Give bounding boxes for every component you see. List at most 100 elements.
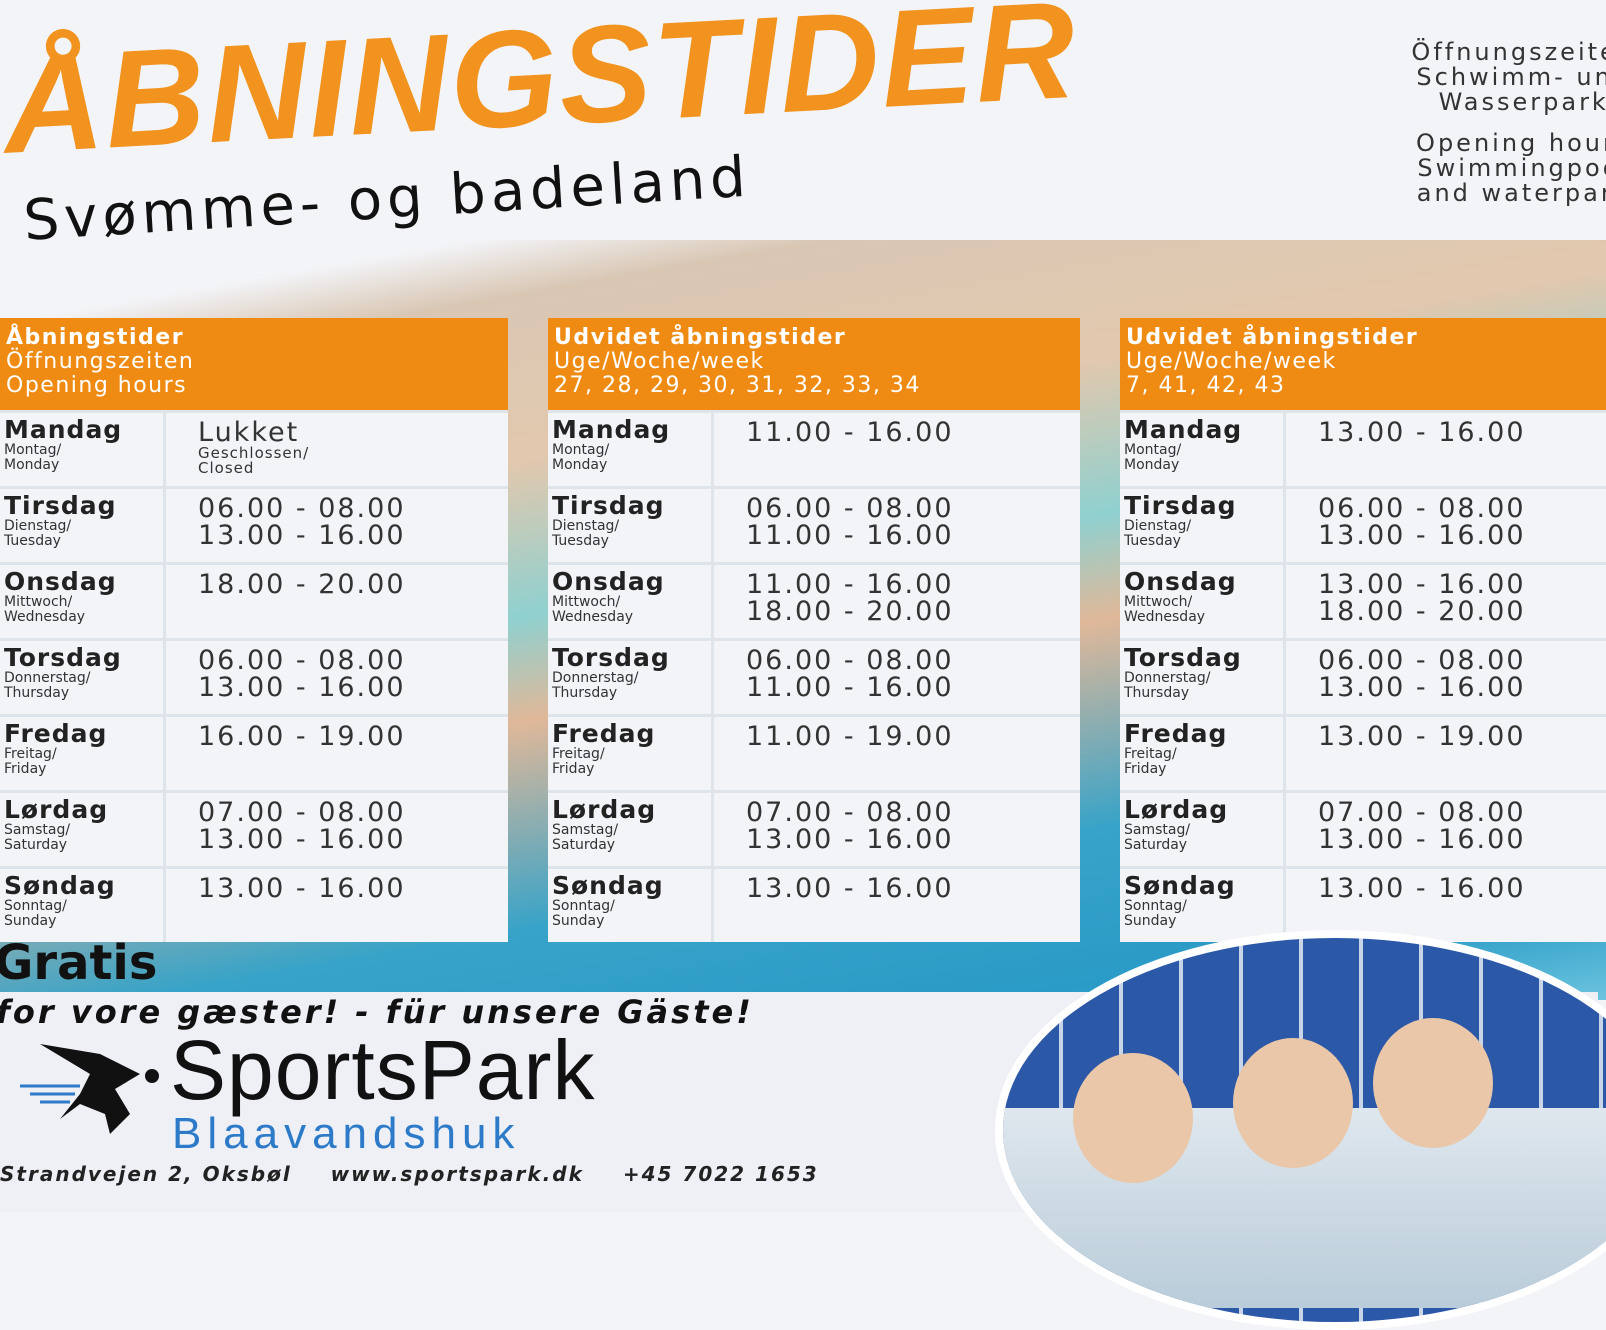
day-translation: Mittwoch/ [4, 594, 73, 610]
time-range: 06.00 - 08.00 [1318, 493, 1526, 524]
table-row: Torsdag Donnerstag/Thursday 06.00 - 08.00 1… [548, 638, 1080, 714]
time-range: 07.00 - 08.00 [198, 797, 406, 828]
day-translation: Sonntag/ [4, 898, 67, 914]
times-cell: 06.00 - 08.00 13.00 - 16.00 [1286, 489, 1558, 562]
table-row: Lørdag Samstag/Saturday 07.00 - 08.00 13.00… [1120, 790, 1606, 866]
day-translation: Tuesday [4, 533, 61, 549]
table-row: Torsdag Donnerstag/Thursday 06.00 - 08.00 1… [1120, 638, 1606, 714]
day-name: Tirsdag [1124, 491, 1237, 520]
day-translation: Thursday [552, 685, 618, 701]
day-translation: Saturday [4, 837, 68, 853]
side-de-line: Öffnungszeiten [1411, 38, 1606, 66]
table-row: Lørdag Samstag/Saturday 07.00 - 08.00 13.00… [548, 790, 1080, 866]
day-name: Søndag [552, 871, 664, 900]
table-header-line: 27, 28, 29, 30, 31, 32, 33, 34 [554, 373, 921, 398]
website-link[interactable]: www.sportspark.dk [330, 1162, 584, 1186]
day-cell: Tirsdag Dienstag/Tuesday [0, 489, 166, 562]
sportspark-logo: SportsPark Blaavandshuk [20, 1028, 840, 1158]
table-row: Fredag Freitag/Friday 16.00 - 19.00 [0, 714, 508, 790]
day-translation: Montag/ [1124, 442, 1182, 458]
day-cell: Fredag Freitag/Friday [1120, 717, 1286, 790]
time-range: 13.00 - 16.00 [198, 873, 406, 904]
time-range: 13.00 - 16.00 [1318, 520, 1526, 551]
day-cell: Torsdag Donnerstag/Thursday [0, 641, 166, 714]
times-cell: 11.00 - 19.00 [714, 717, 986, 790]
day-name: Onsdag [1124, 567, 1237, 596]
table-header-line: Uge/Woche/week [554, 349, 765, 374]
day-cell: Mandag Montag/Monday [548, 413, 714, 486]
day-translation: Samstag/ [552, 822, 619, 838]
table-row: Mandag Montag/Monday 11.00 - 16.00 [548, 410, 1080, 486]
side-en-line: Opening hours [1416, 129, 1606, 157]
time-range: 18.00 - 20.00 [746, 596, 954, 627]
table-row: Onsdag Mittwoch/Wednesday 13.00 - 16.00 18.… [1120, 562, 1606, 638]
time-range: 13.00 - 16.00 [198, 520, 406, 551]
day-cell: Onsdag Mittwoch/Wednesday [1120, 565, 1286, 638]
time-range: 11.00 - 16.00 [746, 569, 954, 600]
time-range: 18.00 - 20.00 [198, 569, 406, 600]
table-row: Fredag Freitag/Friday 11.00 - 19.00 [548, 714, 1080, 790]
day-translation: Monday [1124, 457, 1180, 473]
day-name: Mandag [4, 415, 123, 444]
day-translation: Thursday [4, 685, 70, 701]
times-cell: 18.00 - 20.00 [166, 565, 438, 638]
logo-sub: Blaavandshuk [172, 1109, 521, 1158]
time-range: Lukket [198, 417, 300, 448]
times-cell: 11.00 - 16.00 [714, 413, 986, 486]
day-name: Lørdag [1124, 795, 1229, 824]
table-header: Udvidet åbningstider Uge/Woche/week 27, 28… [548, 318, 1080, 410]
times-cell: 07.00 - 08.00 13.00 - 16.00 [714, 793, 986, 866]
day-translation: Sunday [552, 913, 605, 929]
time-range: 13.00 - 16.00 [1318, 417, 1526, 448]
day-translation: Sonntag/ [552, 898, 615, 914]
contact-line: Strandvejen 2, Oksbøl www.sportspark.dk … [0, 1162, 849, 1186]
day-translation: Friday [1124, 761, 1167, 777]
time-range: 13.00 - 16.00 [1318, 824, 1526, 855]
day-name: Tirsdag [4, 491, 117, 520]
table-row: Torsdag Donnerstag/Thursday 06.00 - 08.00 1… [0, 638, 508, 714]
day-translation: Freitag/ [552, 746, 605, 762]
time-range: 18.00 - 20.00 [1318, 596, 1526, 627]
times-cell: 13.00 - 16.00 [714, 869, 986, 942]
time-range: 13.00 - 16.00 [746, 873, 954, 904]
times-cell: 06.00 - 08.00 13.00 - 16.00 [166, 641, 438, 714]
time-range: 13.00 - 16.00 [1318, 873, 1526, 904]
table-row: Mandag Montag/Monday Lukket Geschlossen/Clo… [0, 410, 508, 486]
day-name: Søndag [4, 871, 116, 900]
day-translation: Samstag/ [1124, 822, 1191, 838]
time-range: 06.00 - 08.00 [1318, 645, 1526, 676]
day-name: Fredag [4, 719, 108, 748]
table-row: Onsdag Mittwoch/Wednesday 11.00 - 16.00 18.… [548, 562, 1080, 638]
day-translation: Mittwoch/ [552, 594, 621, 610]
day-cell: Torsdag Donnerstag/Thursday [1120, 641, 1286, 714]
time-range: 13.00 - 19.00 [1318, 721, 1526, 752]
table-row: Tirsdag Dienstag/Tuesday 06.00 - 08.00 11.0… [548, 486, 1080, 562]
table-regular-hours: Åbningstider Öffnungszeiten Opening hours M… [0, 318, 508, 942]
table-row: Søndag Sonntag/Sunday 13.00 - 16.00 [548, 866, 1080, 942]
time-range: 13.00 - 16.00 [198, 672, 406, 703]
day-cell: Onsdag Mittwoch/Wednesday [548, 565, 714, 638]
day-translation: Monday [4, 457, 60, 473]
table-extended-summer: Udvidet åbningstider Uge/Woche/week 27, 28… [548, 318, 1080, 942]
day-cell: Mandag Montag/Monday [1120, 413, 1286, 486]
day-cell: Tirsdag Dienstag/Tuesday [548, 489, 714, 562]
time-range: 06.00 - 08.00 [198, 645, 406, 676]
day-cell: Søndag Sonntag/Sunday [1120, 869, 1286, 942]
translated-title: Öffnungszeiten Schwimm- und Wasserpark O… [1411, 40, 1606, 206]
day-translation: Sonntag/ [1124, 898, 1187, 914]
day-translation: Donnerstag/ [552, 670, 639, 686]
day-translation: Wednesday [552, 609, 634, 625]
times-cell: 07.00 - 08.00 13.00 - 16.00 [166, 793, 438, 866]
day-name: Tirsdag [552, 491, 665, 520]
phone: +45 7022 1653 [622, 1162, 819, 1186]
times-cell: 16.00 - 19.00 [166, 717, 438, 790]
side-de-line: Schwimm- und [1416, 63, 1606, 91]
day-translation: Friday [552, 761, 595, 777]
time-range: 13.00 - 16.00 [746, 824, 954, 855]
table-row: Lørdag Samstag/Saturday 07.00 - 08.00 13.00… [0, 790, 508, 866]
day-cell: Lørdag Samstag/Saturday [548, 793, 714, 866]
time-range: 13.00 - 16.00 [1318, 569, 1526, 600]
time-range: 06.00 - 08.00 [746, 493, 954, 524]
table-row: Tirsdag Dienstag/Tuesday 06.00 - 08.00 13.0… [0, 486, 508, 562]
time-range: 16.00 - 19.00 [198, 721, 406, 752]
